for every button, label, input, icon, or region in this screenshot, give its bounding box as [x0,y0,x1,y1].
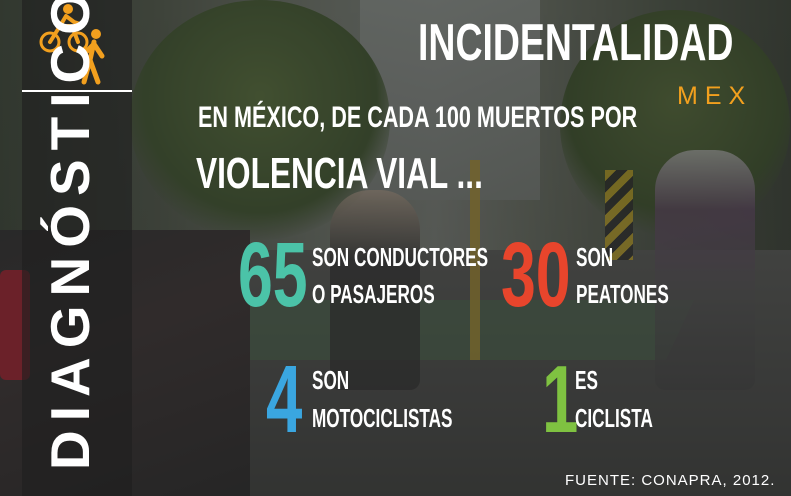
stat-number-pedestrians: 30 [501,224,571,326]
stat-number-motorcyclists: 4 [266,346,303,453]
source-note: FUENTE: CONAPRA, 2012. [565,472,776,489]
intro-line-2: VIOLENCIA VIAL ... [196,149,483,198]
stat-label-drivers: SON CONDUCTORES [312,242,489,272]
intro-line-1: EN MÉXICO, DE CADA 100 MUERTOS POR [198,101,638,134]
stat-label-cyclists: CICLISTA [575,403,653,433]
stat-label-pedestrians: PEATONES [576,279,669,309]
stat-label-cyclists: ES [575,365,598,395]
page-title: INCIDENTALIDAD [418,14,734,72]
stat-label-motorcyclists: MOTOCICLISTAS [312,403,453,433]
stat-label-drivers: O PASAJEROS [312,279,435,309]
stat-number-cyclists: 1 [542,346,579,453]
stat-label-motorcyclists: SON [312,365,350,395]
side-panel [22,0,132,496]
vertical-title: DIAGNÓSTICO [39,0,101,470]
stat-label-pedestrians: SON [576,242,614,272]
stat-number-drivers: 65 [238,224,308,326]
side-divider [22,90,132,92]
page-subtitle: MEX [677,82,753,110]
cyclist-and-pedestrian-icon [38,2,114,88]
